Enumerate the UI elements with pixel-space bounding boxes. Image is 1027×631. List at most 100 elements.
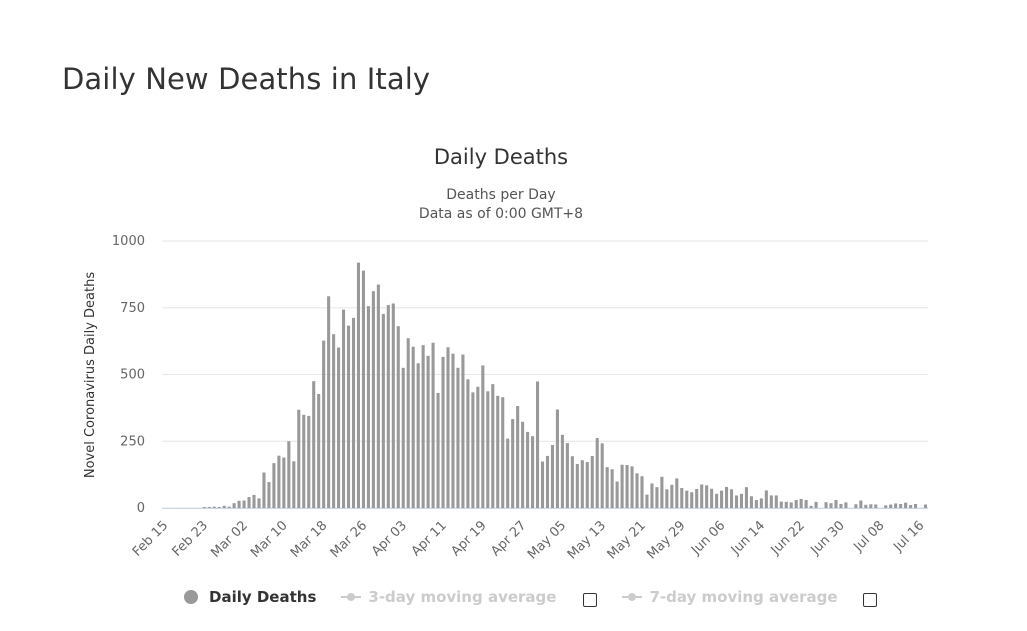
bar[interactable]	[769, 495, 773, 508]
bar[interactable]	[332, 334, 336, 508]
legend-item-daily-deaths[interactable]: Daily Deaths	[184, 588, 316, 606]
bar[interactable]	[615, 481, 619, 508]
bar[interactable]	[545, 455, 550, 508]
bar[interactable]	[391, 303, 395, 508]
bar[interactable]	[580, 460, 584, 508]
bar[interactable]	[734, 495, 739, 508]
bar[interactable]	[774, 495, 778, 508]
bar[interactable]	[401, 367, 405, 508]
bar[interactable]	[441, 356, 445, 508]
legend-item-7day-average[interactable]: 7-day moving average	[622, 588, 838, 606]
bar[interactable]	[376, 284, 380, 508]
bar[interactable]	[844, 502, 848, 508]
bar[interactable]	[715, 493, 719, 508]
bar[interactable]	[685, 490, 689, 508]
bar[interactable]	[834, 499, 838, 508]
bar[interactable]	[680, 487, 684, 508]
checkbox-3day-average[interactable]	[583, 593, 598, 607]
bar[interactable]	[660, 476, 664, 508]
checkbox-7day-average[interactable]	[862, 593, 877, 607]
bar[interactable]	[267, 482, 271, 508]
bar[interactable]	[794, 499, 798, 508]
bar[interactable]	[675, 478, 679, 508]
bar[interactable]	[535, 381, 540, 508]
bar[interactable]	[779, 501, 783, 508]
bar[interactable]	[496, 395, 500, 508]
bar[interactable]	[620, 464, 624, 508]
bar[interactable]	[337, 347, 341, 508]
bar[interactable]	[889, 504, 893, 508]
bar[interactable]	[739, 493, 744, 508]
bar[interactable]	[461, 354, 465, 508]
bar[interactable]	[366, 306, 370, 508]
bar[interactable]	[222, 505, 226, 508]
bar[interactable]	[511, 419, 515, 508]
bar[interactable]	[874, 504, 878, 508]
bar[interactable]	[307, 415, 311, 508]
bar[interactable]	[262, 472, 266, 508]
bar[interactable]	[297, 409, 301, 508]
bar[interactable]	[346, 325, 351, 508]
bar[interactable]	[585, 462, 589, 508]
bar[interactable]	[446, 347, 450, 508]
bar[interactable]	[257, 498, 261, 508]
bar[interactable]	[526, 431, 530, 508]
bar[interactable]	[695, 489, 699, 508]
bar[interactable]	[416, 363, 420, 508]
bar[interactable]	[481, 365, 485, 508]
bar[interactable]	[381, 313, 385, 508]
bar[interactable]	[560, 434, 564, 508]
bar[interactable]	[356, 262, 361, 508]
bar[interactable]	[406, 338, 410, 508]
bar[interactable]	[322, 340, 326, 508]
legend-item-3day-average[interactable]: 3-day moving average	[341, 588, 556, 606]
bar[interactable]	[217, 506, 221, 508]
bar[interactable]	[725, 486, 729, 508]
bar[interactable]	[670, 484, 674, 508]
bar[interactable]	[650, 483, 654, 508]
bar[interactable]	[909, 505, 913, 508]
bar[interactable]	[361, 270, 365, 508]
bar[interactable]	[804, 499, 808, 508]
bar[interactable]	[700, 484, 704, 508]
bar[interactable]	[575, 463, 579, 508]
bar[interactable]	[371, 291, 375, 508]
bar[interactable]	[690, 492, 694, 508]
bar[interactable]	[312, 381, 316, 508]
bar[interactable]	[744, 487, 748, 508]
bar[interactable]	[351, 317, 356, 508]
bar[interactable]	[784, 501, 788, 508]
bar[interactable]	[396, 326, 400, 508]
bar-series-daily-deaths[interactable]	[202, 262, 928, 508]
bar[interactable]	[227, 506, 231, 508]
bar[interactable]	[237, 500, 241, 508]
bar[interactable]	[287, 441, 291, 508]
bar[interactable]	[799, 498, 803, 508]
bar[interactable]	[839, 503, 843, 508]
bar[interactable]	[456, 367, 460, 508]
bar[interactable]	[242, 500, 246, 508]
bar[interactable]	[531, 436, 535, 508]
bar[interactable]	[595, 438, 599, 508]
bar[interactable]	[894, 503, 898, 508]
bar[interactable]	[859, 500, 863, 508]
bar[interactable]	[655, 487, 659, 508]
bar[interactable]	[272, 463, 276, 508]
bar[interactable]	[600, 443, 604, 508]
bar[interactable]	[282, 457, 286, 508]
bar[interactable]	[516, 406, 520, 508]
bar[interactable]	[904, 502, 908, 508]
bar[interactable]	[809, 505, 813, 508]
bar[interactable]	[854, 504, 858, 508]
bar[interactable]	[754, 499, 758, 508]
bar[interactable]	[506, 438, 510, 508]
bar[interactable]	[521, 421, 525, 508]
bar[interactable]	[486, 391, 490, 508]
bar[interactable]	[645, 494, 649, 508]
bar[interactable]	[625, 465, 629, 508]
bar[interactable]	[317, 393, 321, 508]
bar[interactable]	[491, 384, 495, 508]
bar[interactable]	[640, 476, 644, 508]
bar[interactable]	[605, 467, 609, 508]
bar[interactable]	[829, 503, 833, 508]
